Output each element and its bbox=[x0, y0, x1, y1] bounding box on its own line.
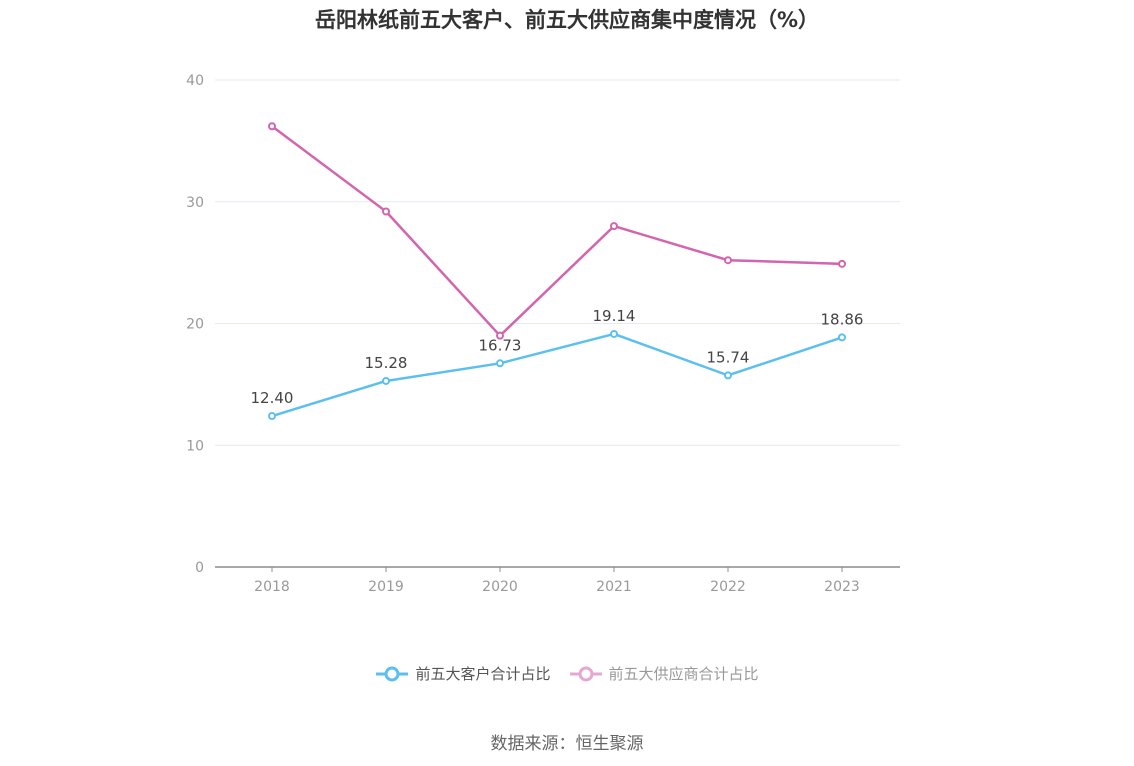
data-point[interactable] bbox=[724, 256, 732, 265]
x-tick-label: 2020 bbox=[482, 579, 518, 595]
data-point[interactable] bbox=[268, 122, 276, 131]
y-tick-label: 0 bbox=[195, 560, 204, 576]
data-point[interactable] bbox=[496, 359, 504, 368]
legend-customers-icon bbox=[376, 666, 409, 681]
x-tick-label: 2021 bbox=[596, 579, 632, 595]
data-point[interactable] bbox=[838, 259, 846, 268]
data-label: 15.28 bbox=[365, 354, 408, 372]
legend-item-suppliers[interactable]: 前五大供应商合计占比 bbox=[569, 663, 759, 684]
legend-suppliers-label: 前五大供应商合计占比 bbox=[608, 665, 759, 683]
data-label: 16.73 bbox=[479, 336, 522, 354]
series-line-suppliers bbox=[271, 125, 843, 337]
data-source: 数据来源：恒生聚源 bbox=[490, 734, 644, 754]
data-label: 18.86 bbox=[821, 310, 864, 328]
data-label: 12.40 bbox=[251, 389, 294, 407]
x-tick-label: 2023 bbox=[824, 579, 860, 595]
data-point[interactable] bbox=[724, 371, 732, 380]
legend-suppliers-icon bbox=[569, 666, 602, 681]
data-point[interactable] bbox=[382, 207, 390, 216]
legend-item-customers[interactable]: 前五大客户合计占比 bbox=[375, 663, 551, 684]
y-tick-label: 20 bbox=[186, 317, 204, 333]
data-point[interactable] bbox=[496, 331, 504, 340]
x-tick-label: 2019 bbox=[368, 579, 404, 595]
data-point[interactable] bbox=[610, 222, 618, 231]
data-point[interactable] bbox=[382, 376, 390, 385]
legend-customers-label: 前五大客户合计占比 bbox=[415, 665, 551, 683]
data-label: 19.14 bbox=[593, 307, 636, 325]
y-tick-label: 10 bbox=[186, 438, 204, 454]
chart-title: 岳阳林纸前五大客户、前五大供应商集中度情况（%） bbox=[314, 8, 820, 32]
data-point[interactable] bbox=[838, 333, 846, 342]
series-line-customers bbox=[271, 332, 843, 418]
legend: 前五大客户合计占比 前五大供应商合计占比 bbox=[0, 663, 1134, 684]
x-tick-label: 2018 bbox=[254, 579, 290, 595]
x-tick-label: 2022 bbox=[710, 579, 746, 595]
y-tick-label: 30 bbox=[186, 195, 204, 211]
y-tick-label: 40 bbox=[186, 73, 204, 89]
data-point[interactable] bbox=[268, 412, 276, 421]
data-point[interactable] bbox=[610, 329, 618, 338]
data-label: 15.74 bbox=[707, 348, 750, 366]
